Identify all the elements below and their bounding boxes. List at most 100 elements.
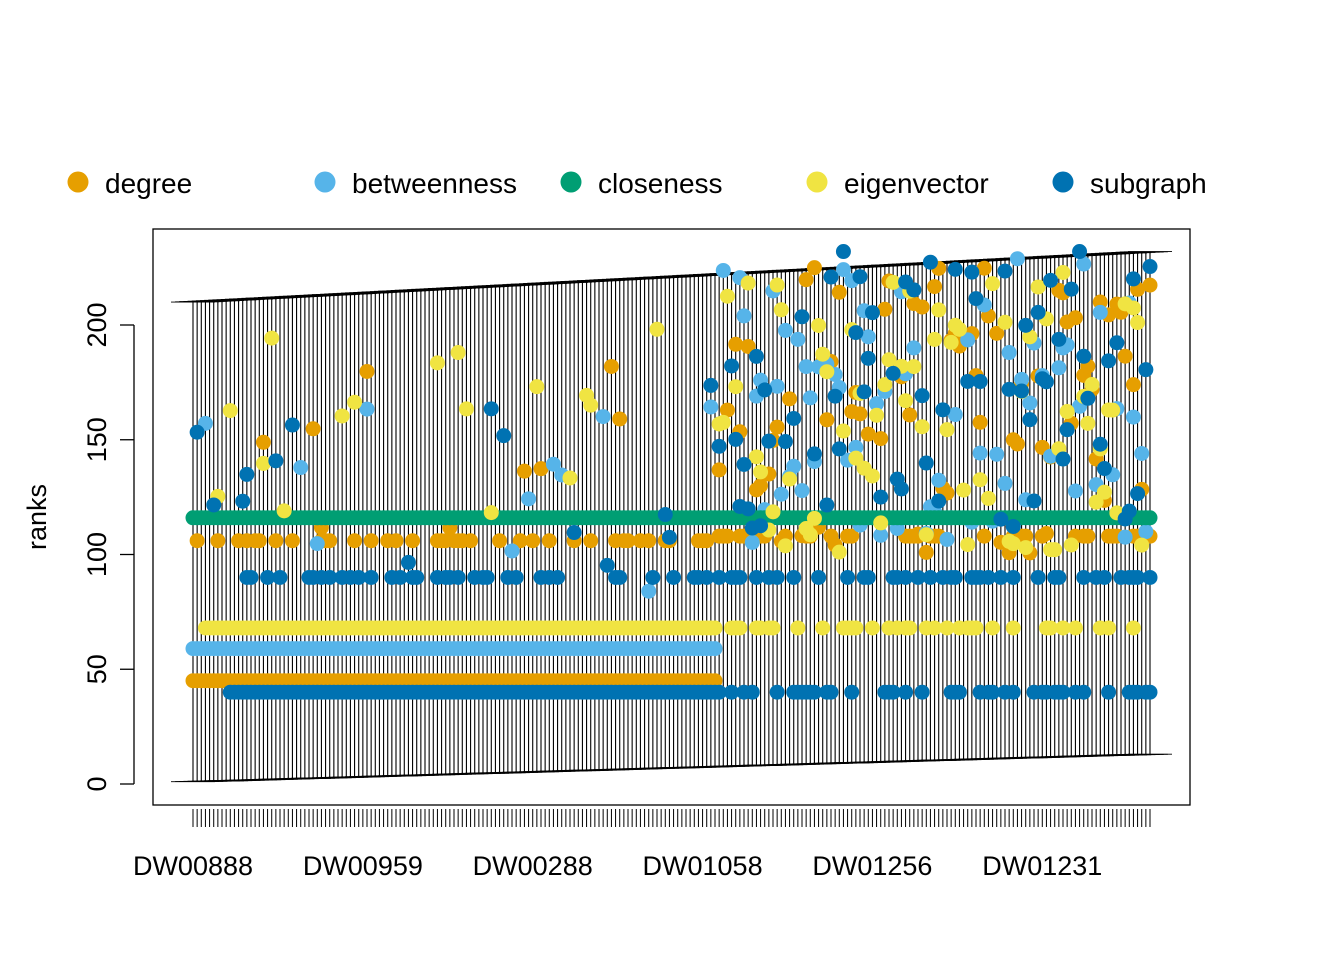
point-betweenness (931, 472, 947, 488)
point-subgraph (823, 684, 839, 700)
point-eigenvector (997, 314, 1013, 330)
point-subgraph (206, 497, 222, 513)
point-subgraph (1125, 271, 1141, 287)
point-degree (388, 533, 404, 549)
point-subgraph (508, 569, 524, 585)
point-degree (769, 419, 785, 435)
point-eigenvector (951, 321, 967, 337)
point-degree (976, 260, 992, 276)
x-tick-label: DW00288 (473, 851, 593, 881)
point-subgraph (1055, 684, 1071, 700)
point-betweenness (703, 399, 719, 415)
point-degree (914, 299, 930, 315)
point-betweenness (989, 446, 1005, 462)
point-subgraph (1080, 390, 1096, 406)
point-subgraph (409, 569, 425, 585)
point-degree (711, 462, 727, 478)
point-subgraph (1096, 569, 1112, 585)
legend: degree betweenness closeness eigenvector sub… (67, 168, 1207, 199)
point-subgraph (703, 377, 719, 393)
point-betweenness (715, 262, 731, 278)
point-subgraph (1051, 569, 1067, 585)
point-subgraph (753, 518, 769, 534)
point-subgraph (757, 382, 773, 398)
point-degree (976, 528, 992, 544)
point-subgraph (657, 507, 673, 523)
point-subgraph (1142, 259, 1158, 275)
point-degree (363, 533, 379, 549)
x-tick-label: DW00959 (303, 851, 423, 881)
point-eigenvector (1055, 620, 1071, 636)
point-degree (860, 426, 876, 442)
point-degree (189, 533, 205, 549)
point-subgraph (922, 569, 938, 585)
point-subgraph (450, 569, 466, 585)
point-eigenvector (1005, 620, 1021, 636)
point-degree (541, 533, 557, 549)
point-eigenvector (715, 414, 731, 430)
legend-swatch (560, 171, 582, 193)
point-betweenness (848, 439, 864, 455)
point-degree (1125, 377, 1141, 393)
legend-label: betweenness (352, 168, 517, 199)
point-subgraph (1030, 304, 1046, 320)
point-degree (927, 279, 943, 295)
point-subgraph (1101, 684, 1117, 700)
point-subgraph (1063, 281, 1079, 297)
point-subgraph (268, 453, 284, 469)
point-subgraph (1130, 486, 1146, 502)
point-degree (1067, 310, 1083, 326)
point-subgraph (566, 525, 582, 541)
point-subgraph (661, 529, 677, 545)
point-betweenness (1138, 524, 1154, 540)
point-betweenness (802, 390, 818, 406)
point-subgraph (1121, 503, 1137, 519)
point-eigenvector (985, 276, 1001, 292)
point-subgraph (322, 569, 338, 585)
point-eigenvector (802, 527, 818, 543)
point-degree (902, 407, 918, 423)
point-eigenvector (1096, 484, 1112, 500)
y-axis: 0 50 100 150 200 (82, 302, 135, 792)
point-subgraph (645, 569, 661, 585)
point-subgraph (811, 569, 827, 585)
point-degree (852, 406, 868, 422)
legend-swatch (67, 171, 89, 193)
point-subgraph (985, 684, 1001, 700)
point-eigenvector (1022, 329, 1038, 345)
point-subgraph (823, 269, 839, 285)
point-degree (1092, 294, 1108, 310)
point-eigenvector (906, 359, 922, 375)
point-subgraph (483, 401, 499, 417)
point-degree (844, 528, 860, 544)
point-subgraph (732, 569, 748, 585)
point-betweenness (545, 456, 561, 472)
point-eigenvector (1125, 300, 1141, 316)
point-betweenness (1009, 251, 1025, 267)
point-eigenvector (1018, 540, 1034, 556)
point-eigenvector (719, 288, 735, 304)
point-subgraph (960, 373, 976, 389)
point-subgraph (728, 431, 744, 447)
point-subgraph (864, 305, 880, 321)
point-eigenvector (956, 482, 972, 498)
point-eigenvector (939, 422, 955, 438)
point-betweenness (939, 531, 955, 547)
point-subgraph (885, 684, 901, 700)
point-subgraph (748, 569, 764, 585)
point-degree (1018, 528, 1034, 544)
point-degree (699, 533, 715, 549)
point-eigenvector (1134, 537, 1150, 553)
point-eigenvector (835, 423, 851, 439)
point-subgraph (612, 569, 628, 585)
point-subgraph (806, 446, 822, 462)
point-eigenvector (1105, 402, 1121, 418)
point-subgraph (1059, 422, 1075, 438)
point-closeness (1142, 510, 1158, 526)
point-eigenvector (1080, 415, 1096, 431)
legend-label: closeness (598, 168, 723, 199)
point-subgraph (806, 684, 822, 700)
point-degree (516, 463, 532, 479)
point-degree (512, 533, 528, 549)
